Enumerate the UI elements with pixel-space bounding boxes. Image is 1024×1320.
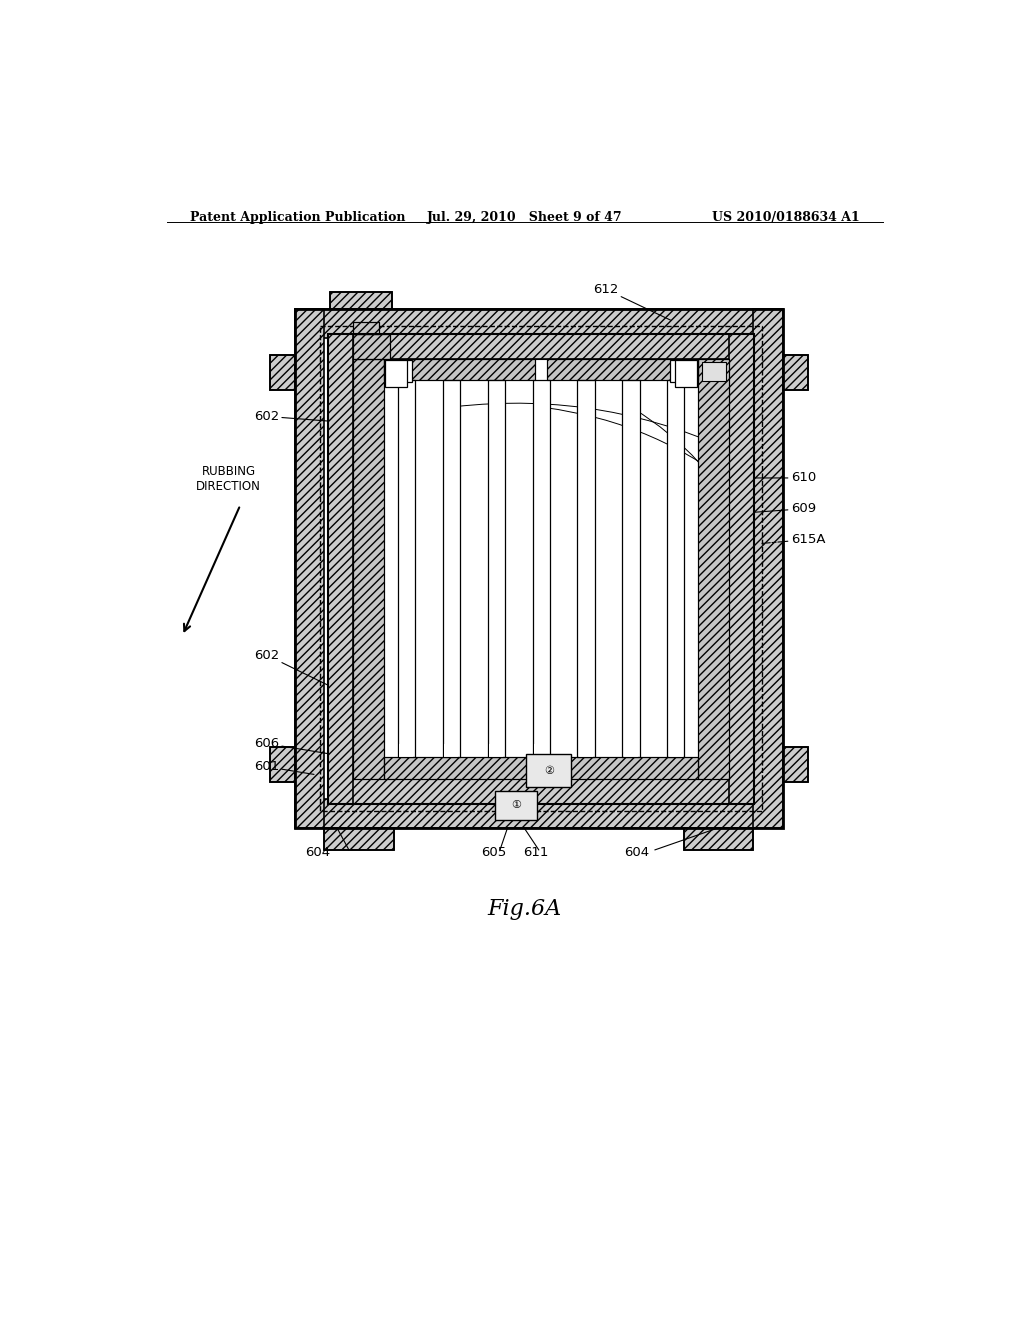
Bar [668,380,684,758]
Bar [532,380,550,758]
Bar [535,743,548,758]
Bar [324,829,394,850]
Bar [384,758,698,779]
Bar [270,747,295,781]
Bar [754,309,783,829]
Bar [328,779,755,804]
Text: 604: 604 [305,846,330,859]
Bar [352,359,384,779]
Bar [385,360,407,387]
Bar [270,355,295,391]
Text: 609: 609 [750,502,816,515]
Bar [352,322,379,334]
Text: 612: 612 [593,282,671,321]
Bar [399,743,413,758]
Bar [489,743,503,758]
Text: Jul. 29, 2010   Sheet 9 of 47: Jul. 29, 2010 Sheet 9 of 47 [427,211,623,224]
Text: RUBBING
DIRECTION: RUBBING DIRECTION [197,466,261,494]
Bar [295,799,783,829]
Bar [684,829,754,850]
Text: ②: ② [544,766,554,776]
Bar [384,359,535,380]
Bar [295,309,783,338]
Text: 611: 611 [523,846,549,859]
Bar [698,359,729,779]
Text: 605: 605 [480,846,506,859]
Bar [270,747,295,781]
Text: 602: 602 [254,648,337,689]
Bar [670,360,697,381]
Bar [328,334,352,804]
Bar [698,359,729,779]
Bar [352,334,390,359]
Bar [397,380,415,758]
Bar [385,360,413,381]
Text: US 2010/0188634 A1: US 2010/0188634 A1 [712,211,859,224]
Bar [330,292,391,309]
Text: Fig.6A: Fig.6A [487,898,562,920]
Bar [783,355,808,391]
Text: 602: 602 [254,409,337,422]
Bar [384,359,535,380]
Bar [270,355,295,391]
Bar [324,829,394,850]
Text: 601: 601 [254,760,314,775]
Bar [352,359,729,779]
Bar [675,360,697,387]
Bar [548,359,698,380]
Bar [384,758,698,779]
Text: Patent Application Publication: Patent Application Publication [190,211,406,224]
Bar [352,359,384,779]
Text: 604: 604 [624,846,649,859]
Text: ①: ① [511,800,521,810]
Bar [548,359,698,380]
Bar [330,292,391,309]
Bar [321,326,762,812]
Bar [495,791,538,820]
Bar [328,334,755,359]
Bar [783,747,808,781]
Bar [444,743,458,758]
Bar [526,754,571,788]
Text: 606: 606 [254,737,328,754]
Bar [701,362,726,381]
Bar [578,380,595,758]
Bar [623,380,640,758]
Bar [625,743,638,758]
Text: 615A: 615A [762,533,825,546]
Bar [669,743,683,758]
Bar [442,380,460,758]
Bar [352,322,379,334]
Bar [352,334,390,359]
Bar [487,380,505,758]
Bar [729,334,755,804]
Bar [328,334,755,804]
Text: 610: 610 [750,471,816,484]
Bar [783,747,808,781]
Bar [684,829,754,850]
Bar [295,309,783,829]
Bar [783,355,808,391]
Bar [324,338,754,799]
Bar [580,743,593,758]
Bar [295,309,324,829]
